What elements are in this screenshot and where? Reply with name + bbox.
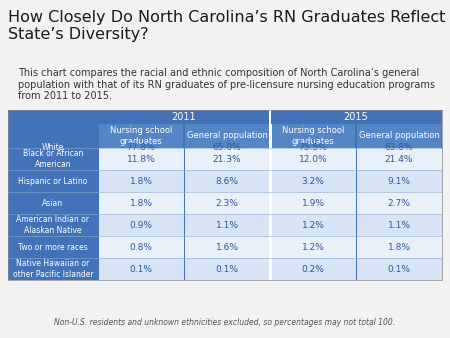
Bar bbox=[184, 214, 270, 236]
Bar bbox=[270, 148, 356, 170]
Bar bbox=[8, 258, 98, 280]
Text: 2.7%: 2.7% bbox=[387, 198, 410, 208]
Text: 1.6%: 1.6% bbox=[216, 242, 238, 251]
Text: 1.2%: 1.2% bbox=[302, 220, 324, 230]
Text: Non-U.S. residents and unknown ethnicities excluded, so percentages may not tota: Non-U.S. residents and unknown ethniciti… bbox=[54, 318, 396, 327]
Bar bbox=[8, 236, 98, 258]
Text: 8.6%: 8.6% bbox=[216, 176, 238, 186]
Bar bbox=[184, 170, 270, 192]
Bar bbox=[270, 258, 356, 280]
Bar bbox=[184, 236, 270, 258]
Text: General population: General population bbox=[359, 131, 440, 141]
Text: 2015: 2015 bbox=[344, 112, 369, 122]
Text: Hispanic or Latino: Hispanic or Latino bbox=[18, 176, 88, 186]
Text: Native Hawaiian or
other Pacific Islander: Native Hawaiian or other Pacific Islande… bbox=[13, 259, 93, 279]
Bar bbox=[356, 236, 441, 258]
Text: 1.9%: 1.9% bbox=[302, 198, 324, 208]
Text: 11.8%: 11.8% bbox=[126, 154, 155, 164]
Text: 0.9%: 0.9% bbox=[130, 220, 153, 230]
Text: 3.2%: 3.2% bbox=[302, 176, 324, 186]
Text: 1.1%: 1.1% bbox=[387, 220, 410, 230]
Text: 0.1%: 0.1% bbox=[130, 265, 153, 273]
Bar bbox=[356, 170, 441, 192]
Bar bbox=[269, 124, 271, 148]
Text: 75.5%: 75.5% bbox=[299, 144, 328, 152]
Text: Asian: Asian bbox=[42, 198, 63, 208]
Text: 2011: 2011 bbox=[172, 112, 196, 122]
Bar bbox=[99, 124, 183, 148]
Bar bbox=[356, 214, 441, 236]
Bar bbox=[99, 148, 184, 170]
Text: American Indian or
Alaskan Native: American Indian or Alaskan Native bbox=[17, 215, 90, 235]
Bar bbox=[357, 124, 441, 148]
Text: 0.8%: 0.8% bbox=[130, 242, 153, 251]
Text: Black or African
American: Black or African American bbox=[23, 149, 83, 169]
Bar bbox=[269, 148, 271, 170]
Bar bbox=[269, 192, 271, 214]
Text: 1.8%: 1.8% bbox=[387, 242, 410, 251]
Text: 9.1%: 9.1% bbox=[387, 176, 410, 186]
Bar bbox=[8, 148, 98, 170]
Bar bbox=[271, 124, 355, 148]
Text: 1.2%: 1.2% bbox=[302, 242, 324, 251]
Text: 2.3%: 2.3% bbox=[216, 198, 238, 208]
Text: 0.1%: 0.1% bbox=[216, 265, 238, 273]
Text: Nursing school
graduates: Nursing school graduates bbox=[282, 126, 344, 146]
Bar bbox=[184, 192, 270, 214]
Bar bbox=[269, 170, 271, 192]
Text: Two or more races: Two or more races bbox=[18, 242, 88, 251]
Text: 1.1%: 1.1% bbox=[216, 220, 238, 230]
Bar bbox=[269, 110, 271, 124]
Text: 77.8%: 77.8% bbox=[126, 144, 155, 152]
Bar bbox=[356, 148, 441, 170]
Bar bbox=[99, 214, 184, 236]
Bar bbox=[270, 192, 356, 214]
Bar bbox=[99, 170, 184, 192]
Text: White: White bbox=[42, 144, 64, 152]
Bar bbox=[269, 214, 271, 236]
Bar bbox=[356, 192, 441, 214]
Text: 21.3%: 21.3% bbox=[213, 154, 241, 164]
Bar bbox=[356, 258, 441, 280]
Text: 65.0%: 65.0% bbox=[212, 144, 241, 152]
Bar bbox=[8, 110, 442, 280]
Bar bbox=[8, 192, 98, 214]
Bar bbox=[99, 258, 184, 280]
Bar bbox=[8, 170, 98, 192]
Text: General population: General population bbox=[187, 131, 267, 141]
Bar bbox=[269, 258, 271, 280]
Text: Nursing school
graduates: Nursing school graduates bbox=[110, 126, 172, 146]
Text: 1.8%: 1.8% bbox=[130, 198, 153, 208]
Bar bbox=[184, 258, 270, 280]
Text: 63.8%: 63.8% bbox=[385, 144, 414, 152]
Text: 1.8%: 1.8% bbox=[130, 176, 153, 186]
Bar bbox=[269, 236, 271, 258]
Bar bbox=[270, 214, 356, 236]
Bar bbox=[99, 236, 184, 258]
Bar bbox=[185, 124, 269, 148]
Bar bbox=[270, 170, 356, 192]
Text: 0.1%: 0.1% bbox=[387, 265, 410, 273]
Text: 12.0%: 12.0% bbox=[299, 154, 327, 164]
Bar bbox=[270, 236, 356, 258]
Text: How Closely Do North Carolina’s RN Graduates Reflect the
State’s Diversity?: How Closely Do North Carolina’s RN Gradu… bbox=[8, 10, 450, 42]
Bar bbox=[184, 148, 270, 170]
Bar bbox=[99, 192, 184, 214]
Text: This chart compares the racial and ethnic composition of North Carolina’s genera: This chart compares the racial and ethni… bbox=[18, 68, 435, 101]
Bar bbox=[8, 214, 98, 236]
Text: 0.2%: 0.2% bbox=[302, 265, 324, 273]
Text: 21.4%: 21.4% bbox=[385, 154, 413, 164]
